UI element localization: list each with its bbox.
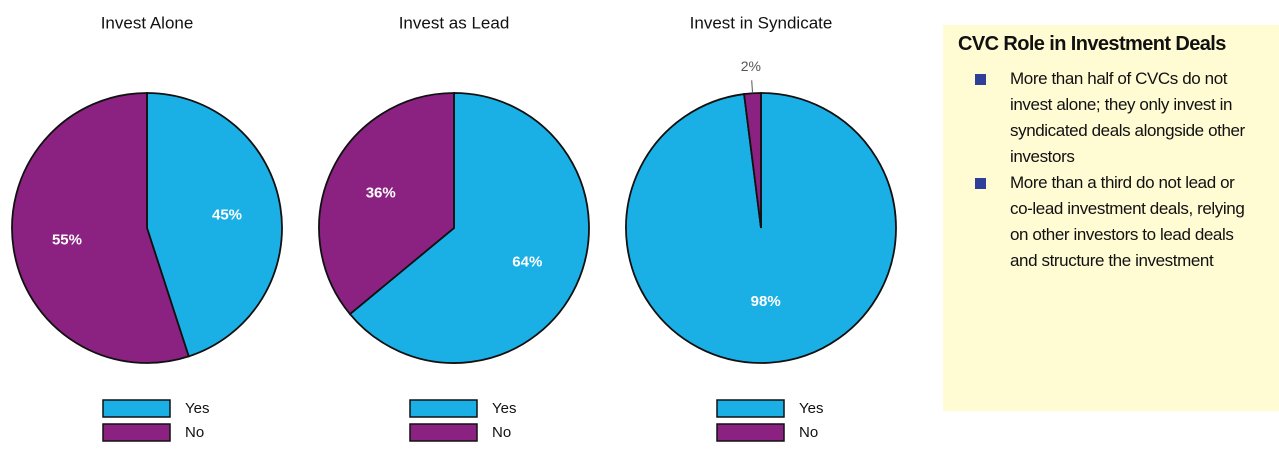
legend-swatch [102,423,171,442]
summary-panel: CVC Role in Investment Deals More than h… [943,25,1279,411]
chart-title: Invest Alone [101,13,194,32]
data-label: 55% [52,232,82,249]
panel-title: CVC Role in Investment Deals [958,33,1226,55]
bullet: More than half of CVCs do not invest alo… [958,66,1245,170]
bullet: More than a third do not lead or co-lead… [958,170,1245,274]
data-label: 64% [512,253,542,270]
chart-title: Invest as Lead [399,13,510,32]
data-label: 45% [212,206,242,223]
pie-slice [146,92,283,358]
legend-swatch [716,399,785,418]
legend-swatch [409,399,478,418]
charts: Invest Alone 45% 55% Yes No Invest as Lead 64%… [11,13,897,442]
data-label: 2% [741,58,761,74]
bullet-list: More than half of CVCs do not invest alo… [958,66,1269,274]
pie-slice [11,92,190,364]
legend-swatch [409,423,478,442]
leader-line [751,80,754,94]
legend-label: Yes [799,400,823,417]
legend-label: Yes [185,400,209,417]
legend-label: No [185,424,204,441]
data-label: 98% [751,293,781,310]
legend-label: Yes [492,400,516,417]
data-label: 36% [366,184,396,201]
legend-swatch [716,423,785,442]
chart-title: Invest in Syndicate [690,13,833,32]
pie-slice [348,92,590,364]
legend-swatch [102,399,171,418]
legend-label: No [799,424,818,441]
pie-slice [318,92,455,316]
legend-label: No [492,424,511,441]
